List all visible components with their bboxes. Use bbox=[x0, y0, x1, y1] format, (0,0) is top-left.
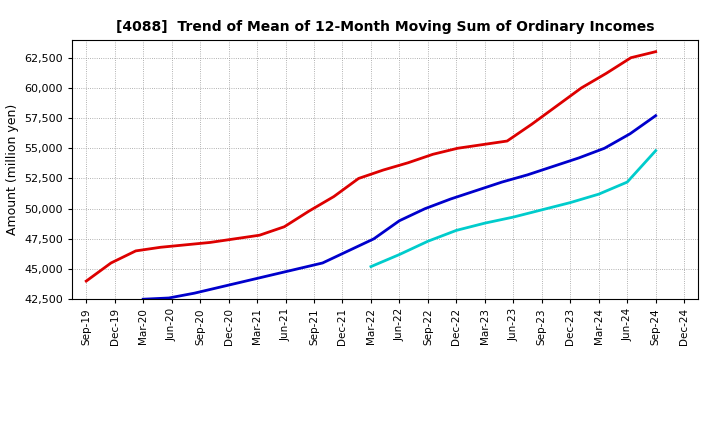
3 Years bbox=[181, 242, 189, 248]
5 Years bbox=[498, 180, 506, 185]
3 Years bbox=[82, 279, 91, 284]
5 Years bbox=[523, 172, 532, 177]
7 Years bbox=[395, 252, 404, 257]
Line: 3 Years: 3 Years bbox=[86, 51, 656, 281]
5 Years bbox=[472, 188, 481, 193]
5 Years bbox=[241, 279, 250, 284]
7 Years bbox=[423, 238, 432, 244]
Line: 5 Years: 5 Years bbox=[143, 116, 656, 299]
5 Years bbox=[369, 236, 378, 242]
3 Years bbox=[330, 194, 338, 199]
7 Years bbox=[652, 148, 660, 153]
3 Years bbox=[379, 167, 387, 172]
3 Years bbox=[652, 49, 660, 54]
5 Years bbox=[267, 272, 276, 278]
7 Years bbox=[566, 200, 575, 205]
Line: 7 Years: 7 Years bbox=[371, 150, 656, 267]
3 Years bbox=[354, 176, 363, 181]
3 Years bbox=[577, 85, 586, 91]
3 Years bbox=[230, 236, 239, 242]
5 Years bbox=[652, 113, 660, 118]
5 Years bbox=[164, 295, 173, 301]
5 Years bbox=[600, 146, 608, 151]
3 Years bbox=[428, 152, 437, 157]
3 Years bbox=[305, 209, 313, 214]
3 Years bbox=[503, 139, 511, 144]
5 Years bbox=[216, 285, 225, 290]
5 Years bbox=[626, 131, 634, 136]
7 Years bbox=[366, 264, 375, 269]
Y-axis label: Amount (million yen): Amount (million yen) bbox=[6, 104, 19, 235]
7 Years bbox=[509, 214, 518, 220]
7 Years bbox=[537, 207, 546, 213]
5 Years bbox=[575, 155, 583, 161]
3 Years bbox=[107, 260, 115, 266]
5 Years bbox=[139, 297, 148, 302]
5 Years bbox=[318, 260, 327, 266]
5 Years bbox=[549, 164, 557, 169]
7 Years bbox=[480, 220, 489, 226]
5 Years bbox=[344, 248, 353, 253]
3 Years bbox=[280, 224, 289, 229]
3 Years bbox=[404, 160, 413, 165]
3 Years bbox=[626, 55, 635, 60]
3 Years bbox=[528, 121, 536, 127]
3 Years bbox=[132, 248, 140, 253]
5 Years bbox=[190, 290, 199, 296]
3 Years bbox=[602, 71, 611, 76]
5 Years bbox=[446, 196, 455, 202]
7 Years bbox=[595, 191, 603, 197]
3 Years bbox=[552, 103, 561, 109]
3 Years bbox=[454, 146, 462, 151]
5 Years bbox=[292, 266, 301, 271]
3 Years bbox=[478, 142, 487, 147]
3 Years bbox=[255, 233, 264, 238]
7 Years bbox=[452, 228, 461, 233]
Title: [4088]  Trend of Mean of 12-Month Moving Sum of Ordinary Incomes: [4088] Trend of Mean of 12-Month Moving … bbox=[116, 20, 654, 34]
5 Years bbox=[420, 206, 429, 211]
7 Years bbox=[623, 180, 631, 185]
3 Years bbox=[156, 245, 165, 250]
5 Years bbox=[395, 218, 404, 224]
3 Years bbox=[206, 240, 215, 245]
